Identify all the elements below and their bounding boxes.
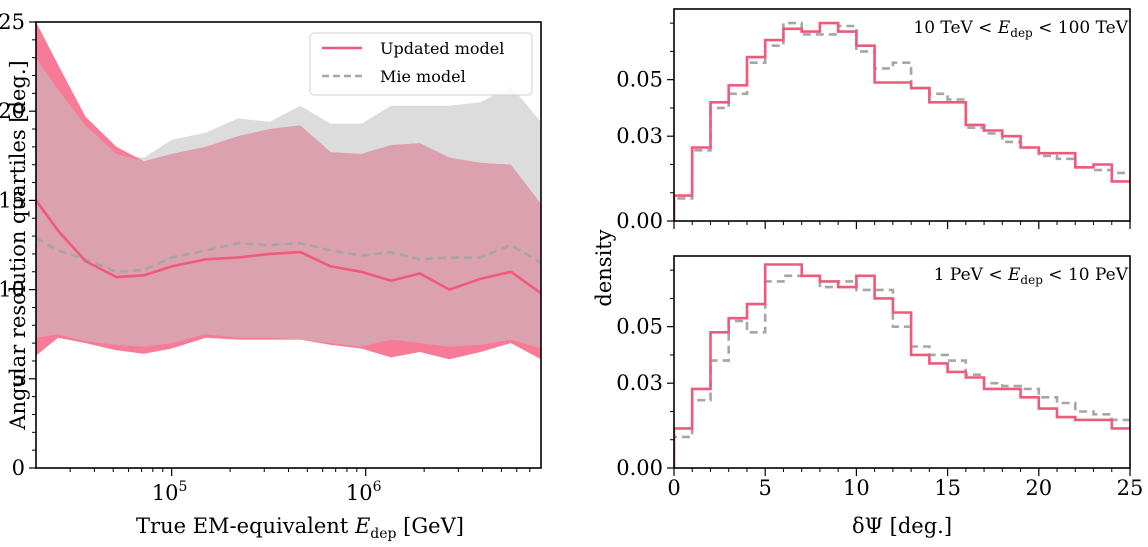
updated-histogram xyxy=(674,21,1130,221)
y-tick-label: 25 xyxy=(0,10,25,34)
plot-frame xyxy=(673,8,1131,222)
y-tick-label: 0.03 xyxy=(616,371,663,395)
histograms xyxy=(674,263,1130,468)
x-axis-label: δΨ [deg.] xyxy=(852,514,952,538)
x-tick-label: 106 xyxy=(346,479,382,505)
x-tick-label: 20 xyxy=(1025,476,1052,500)
x-axis-label: True EM-equivalent Edep [GeV] xyxy=(136,514,464,542)
updated-median-line xyxy=(36,199,541,295)
y-tick-label: 15 xyxy=(0,188,25,212)
y-tick-label: 10 xyxy=(0,278,25,302)
x-tick-label: 5 xyxy=(759,476,772,500)
energy-range-annotation: 10 TeV < Edep < 100 TeV xyxy=(913,18,1128,40)
y-axis-label: Angular resolution quartiles [deg.] xyxy=(6,60,30,430)
histograms xyxy=(674,21,1130,221)
x-tick-label: 25 xyxy=(1117,476,1144,500)
legend-label-updated: Updated model xyxy=(380,39,504,58)
y-tick-label: 20 xyxy=(0,99,25,123)
y-tick-label: 0.00 xyxy=(616,209,663,233)
y-tick-label: 0.05 xyxy=(616,68,663,92)
x-tick-label: 15 xyxy=(934,476,961,500)
resolution-panel: 0 5 10 15 20 25 105 106 Angular resolution quar… xyxy=(0,10,542,542)
y-tick-label: 0.05 xyxy=(616,315,663,339)
histogram-panel-low-energy: 0.00 0.03 0.05 10 TeV < Edep < 100 TeV xyxy=(616,8,1131,233)
axis-ticks: 0.00 0.03 0.05 xyxy=(616,22,1131,233)
mie-median-line xyxy=(36,236,541,274)
axis-ticks: 0.00 0.03 0.05 0 5 10 15 20 25 xyxy=(616,269,1144,500)
axis-ticks: 0 5 10 15 20 25 105 106 xyxy=(0,10,531,505)
legend-box xyxy=(309,32,533,96)
energy-range-annotation: 1 PeV < Edep < 10 PeV xyxy=(934,265,1129,287)
histogram-panel-high-energy: 0.00 0.03 0.05 0 5 10 15 20 25 1 PeV < Edep < 10… xyxy=(616,255,1144,538)
y-tick-label: 0 xyxy=(12,456,25,480)
plot-frame xyxy=(673,255,1131,469)
legend: Updated model Mie model xyxy=(309,32,533,96)
legend-label-mie: Mie model xyxy=(380,67,466,86)
band-overlap xyxy=(36,57,541,349)
mie-histogram xyxy=(674,21,1130,221)
y-tick-label: 5 xyxy=(12,367,25,391)
shared-y-axis-label: density xyxy=(592,229,616,306)
y-tick-label: 0.03 xyxy=(616,124,663,148)
x-tick-label: 0 xyxy=(667,476,680,500)
median-lines xyxy=(36,199,541,295)
x-tick-label: 105 xyxy=(152,479,188,505)
x-tick-label: 10 xyxy=(843,476,870,500)
mie-histogram xyxy=(674,274,1130,468)
updated-histogram xyxy=(674,263,1130,468)
y-tick-label: 0.00 xyxy=(616,456,663,480)
